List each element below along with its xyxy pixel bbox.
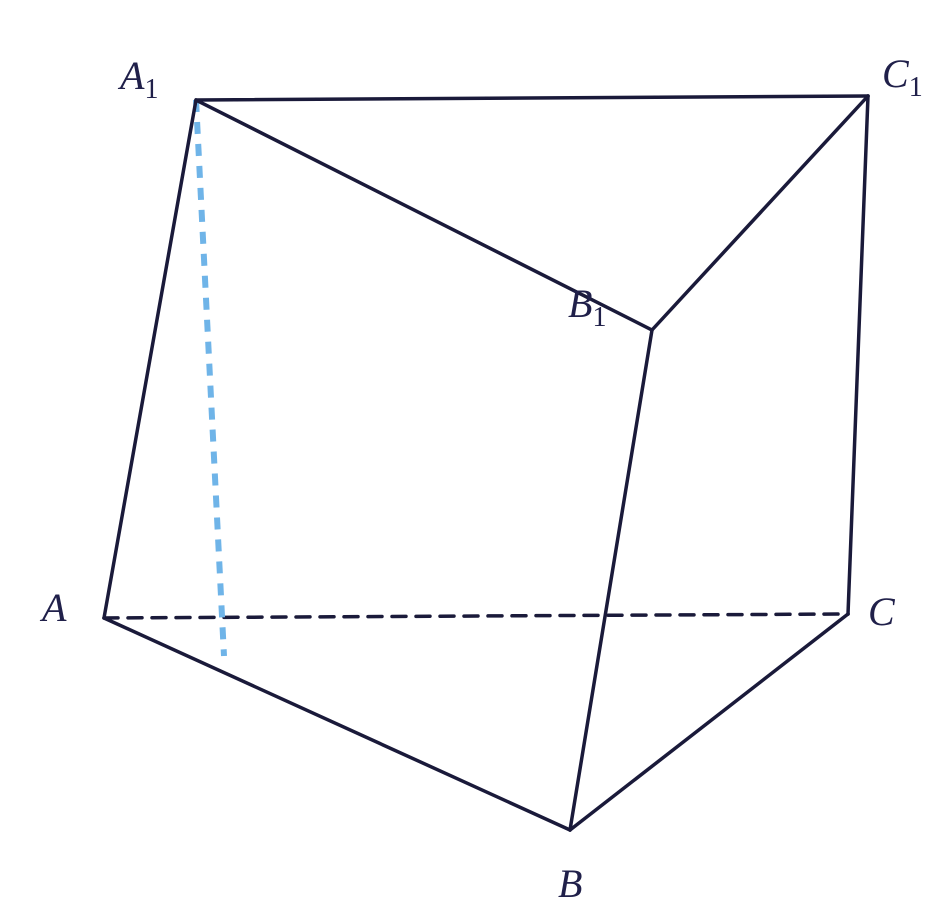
label-C1: C1: [882, 50, 923, 104]
label-B1: B1: [568, 280, 606, 334]
hidden-edges: [104, 614, 848, 618]
label-C-text: C: [868, 589, 895, 634]
label-A-text: A: [42, 585, 66, 630]
label-B: B: [558, 860, 582, 914]
label-A1: A1: [120, 52, 158, 106]
prism-diagram: [0, 0, 940, 884]
label-B1-text: B: [568, 281, 592, 326]
label-B1-sub: 1: [592, 302, 606, 333]
label-C1-text: C: [882, 51, 909, 96]
aux-edge: [196, 100, 224, 656]
label-C: C: [868, 588, 895, 642]
label-A1-sub: 1: [144, 74, 158, 105]
visible-edges: [104, 96, 868, 830]
label-A: A: [42, 584, 66, 638]
label-A1-text: A: [120, 53, 144, 98]
label-C1-sub: 1: [909, 72, 923, 103]
